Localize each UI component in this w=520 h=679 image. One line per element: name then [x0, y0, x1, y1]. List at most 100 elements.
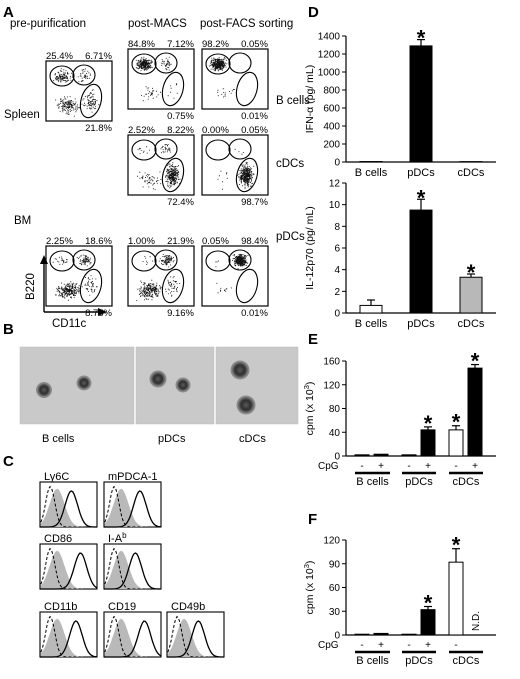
- histogram-cd49b: CD49b: [166, 601, 225, 658]
- chart-e: 0 40 80 120 160 cpm (x 103) - + - * + * - * + CpG B cell…: [302, 349, 496, 488]
- facs-events: [136, 56, 178, 102]
- pct-cdcs-gate: 21.8%: [85, 123, 112, 134]
- y-axis-label: cpm (x 103): [302, 382, 316, 436]
- gate-pdcs: [72, 249, 96, 271]
- facs-plot-frame: [45, 60, 113, 122]
- pct-cdcs-gate: 0.75%: [167, 111, 194, 122]
- histogram-label: I-Ab: [108, 531, 127, 545]
- bar-cdcs-nocpg: [448, 561, 464, 636]
- gate-pdcs: [228, 52, 252, 74]
- panel-label-c: C: [3, 453, 14, 470]
- pct-pdcs-gate: 98.4%: [241, 236, 268, 247]
- gate-pdcs: [154, 249, 178, 271]
- cpg-sign: +: [425, 461, 431, 472]
- y-tick-label: 600: [323, 104, 340, 115]
- group-label: B cells: [356, 476, 389, 488]
- histogram-shaded-trace: [104, 488, 161, 527]
- x-category-label: B cells: [355, 318, 388, 330]
- histogram-label: CD49b: [171, 601, 205, 613]
- facs-plot-bm-pre: 2.25%18.6%8.75%: [45, 236, 113, 319]
- cpg-sign: -: [360, 461, 363, 472]
- histogram-label: CD19: [108, 601, 136, 613]
- y-tick-label: 0: [334, 452, 340, 463]
- row-label-bm: BM: [14, 215, 31, 227]
- facs-plot-frame: [127, 245, 195, 307]
- pct-bcells-gate: 84.8%: [128, 39, 155, 50]
- y-tick-label: 1200: [318, 50, 341, 61]
- significance-star: *: [471, 349, 480, 374]
- micro-label-pdcs: pDCs: [158, 433, 186, 445]
- significance-star: *: [452, 410, 461, 435]
- facs-plot-pdc-macs: 1.00% 21.9% 9.16%: [127, 236, 195, 319]
- facs-events: [53, 68, 100, 117]
- col-header-pre: pre-purification: [10, 18, 86, 30]
- bar-pdcs-nocpg: [401, 633, 417, 636]
- histogram-cd11b: CD11b: [39, 601, 98, 658]
- micrograph-background: [135, 346, 215, 425]
- y-tick-label: 40: [329, 428, 341, 439]
- pct-bcells-gate: 98.2%: [202, 39, 229, 50]
- y-tick-label: 0: [334, 309, 340, 320]
- not-determined-label: N.D.: [471, 611, 482, 631]
- significance-star: *: [417, 26, 426, 51]
- cell-body: [37, 383, 51, 397]
- gate-bcells: [131, 139, 157, 161]
- gate-pdcs: [154, 52, 178, 74]
- histogram-shaded-trace: [167, 618, 224, 657]
- x-category-label: cDCs: [458, 318, 485, 330]
- facs-plot-frame: [201, 134, 269, 196]
- bar-pdcs: [409, 209, 433, 314]
- y-tick-label: 120: [323, 536, 340, 547]
- significance-star: *: [467, 260, 476, 285]
- histogram-solid-trace: [40, 552, 98, 590]
- cpg-sign: +: [378, 461, 384, 472]
- facs-events: [136, 254, 181, 301]
- bar-b-cells: [359, 304, 383, 314]
- group-label: pDCs: [405, 476, 433, 488]
- y-tick-label: 120: [323, 380, 340, 391]
- col-header-facs: post-FACS sorting: [200, 18, 293, 30]
- histogram-label: mPDCA-1: [108, 471, 158, 483]
- gate-cdcs: [161, 157, 185, 193]
- facs-plot-frame: [127, 48, 195, 110]
- facs-events: [209, 56, 235, 98]
- y-axis-label-exponent: 3: [302, 385, 311, 389]
- cpg-label: CpG: [318, 640, 339, 651]
- cell-body: [238, 397, 254, 413]
- cell-body: [177, 379, 189, 391]
- x-category-label: cDCs: [458, 167, 485, 179]
- pop-label-pdcs: pDCs: [276, 231, 305, 243]
- gate-cdcs: [235, 71, 259, 107]
- histogram-solid-trace: [104, 620, 162, 658]
- group-label: cDCs: [453, 655, 480, 667]
- pct-cdcs-gate: 0.01%: [241, 111, 268, 122]
- histogram-shaded-trace: [104, 618, 161, 657]
- significance-star: *: [417, 185, 426, 210]
- facs-plot-frame: [45, 245, 113, 307]
- pct-pdcs-gate: 0.05%: [241, 125, 268, 136]
- gate-cdcs: [79, 268, 103, 304]
- y-tick-label: 800: [323, 86, 340, 97]
- histogram-label: CD86: [44, 533, 72, 545]
- y-tick-label: 80: [329, 404, 341, 415]
- pct-bcells-gate: 1.00%: [128, 236, 155, 247]
- y-tick-label: 30: [329, 607, 341, 618]
- histogram-dashed-trace: [103, 485, 161, 528]
- significance-star: *: [424, 591, 433, 616]
- pct-bcells-gate: 2.52%: [128, 125, 155, 136]
- micro-label-bcells: B cells: [42, 433, 75, 445]
- pct-pdcs-gate: 8.22%: [167, 125, 194, 136]
- pct-pdcs-gate: 21.9%: [167, 236, 194, 247]
- facs-plot-bcell-facs: 98.2% 0.05% 0.01%: [201, 39, 269, 122]
- micrograph-cdcs: [215, 346, 299, 425]
- histogram-mpdca1: mPDCA-1: [103, 471, 162, 528]
- panel-label-e: E: [308, 331, 318, 348]
- x-category-label: pDCs: [407, 318, 435, 330]
- bar-cdcs-cpg: [467, 367, 483, 457]
- facs-events: [215, 253, 249, 294]
- histogram-solid-trace: [40, 490, 97, 528]
- histogram-cd19: CD19: [103, 601, 162, 658]
- y-tick-label: 400: [323, 122, 340, 133]
- gate-pdcs: [72, 64, 96, 86]
